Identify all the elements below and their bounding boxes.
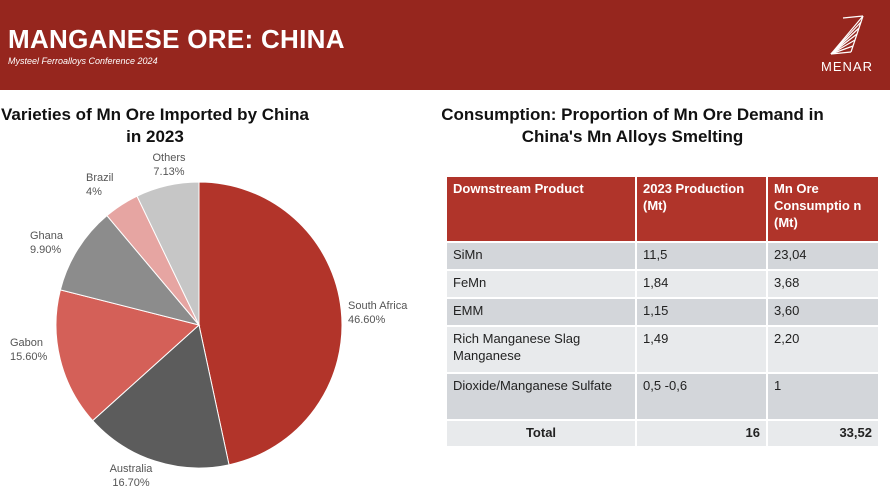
table-cell: 3,60 (766, 297, 880, 327)
table-cell: 23,04 (766, 241, 880, 271)
table-cell: Dioxide/Manganese Sulfate (445, 372, 637, 421)
table-total-row: Total 16 33,52 (445, 419, 880, 448)
pie-label-gabon: Gabon 15.60% (10, 336, 47, 364)
column-header: Mn Ore Consumptio n (Mt) (766, 175, 880, 243)
consumption-table: Downstream Product 2023 Production (Mt) … (445, 175, 880, 448)
column-header: 2023 Production (Mt) (635, 175, 768, 243)
pie-label-name: Brazil (86, 172, 114, 184)
table-cell: SiMn (445, 241, 637, 271)
column-header: Downstream Product (445, 175, 637, 243)
table-cell: 1 (766, 372, 880, 421)
table-cell: EMM (445, 297, 637, 327)
pie-label-value: 15.60% (10, 351, 48, 363)
pie-label-australia: Australia 16.70% (86, 462, 176, 490)
pie-label-ghana: Ghana 9.90% (30, 229, 63, 257)
pie-slice-ghana (59, 214, 201, 326)
pie-label-name: Australia (109, 463, 153, 475)
header-banner: MANGANESE ORE: CHINA Mysteel Ferroalloys… (0, 0, 890, 90)
pie-label-value: 46.60% (348, 314, 386, 326)
total-consumption: 33,52 (766, 419, 880, 448)
pie-label-value: 7.13% (153, 166, 185, 178)
pie-label-brazil: Brazil 4% (86, 171, 114, 199)
pie-slice-south-africa (198, 181, 343, 466)
pie-label-name: Others (152, 152, 186, 164)
pie-slice-gabon (55, 289, 201, 422)
page-title: MANGANESE ORE: CHINA (8, 24, 345, 54)
logo-text: MENAR (821, 59, 873, 74)
pie-chart (55, 181, 343, 469)
total-label: Total (445, 419, 637, 448)
pie-slice-australia (91, 324, 230, 469)
table-cell: 2,20 (766, 325, 880, 374)
pie-label-name: South Africa (348, 300, 408, 312)
pie-label-name: Ghana (30, 230, 64, 242)
table-row: Dioxide/Manganese Sulfate 0,5 -0,6 1 (445, 372, 880, 421)
menar-logo: MENAR (815, 14, 879, 78)
pie-label-value: 16.70% (112, 477, 150, 489)
pie-label-others: Others 7.13% (146, 151, 192, 179)
table-cell: 11,5 (635, 241, 768, 271)
table-row: EMM 1,15 3,60 (445, 297, 880, 327)
table-cell: 1,84 (635, 269, 768, 299)
table-cell: 3,68 (766, 269, 880, 299)
total-production: 16 (635, 419, 768, 448)
pie-chart-title: Varieties of Mn Ore Imported by China in… (1, 105, 309, 146)
pie-label-value: 4% (86, 186, 102, 198)
table-cell: 1,49 (635, 325, 768, 374)
menar-logo-icon (830, 15, 864, 55)
table-row: FeMn 1,84 3,68 (445, 269, 880, 299)
pie-slice-others (136, 181, 200, 326)
pie-label-value: 9.90% (30, 244, 62, 256)
pie-label-name: Gabon (10, 337, 44, 349)
pie-label-south-africa: South Africa 46.60% (348, 299, 407, 327)
table-title: Consumption: Proportion of Mn Ore Demand… (441, 105, 824, 146)
table-row: SiMn 11,5 23,04 (445, 241, 880, 271)
table-row: Rich Manganese Slag Manganese 1,49 2,20 (445, 325, 880, 374)
table-header-row: Downstream Product 2023 Production (Mt) … (445, 175, 880, 243)
table-cell: 0,5 -0,6 (635, 372, 768, 421)
table-cell: 1,15 (635, 297, 768, 327)
table-cell: FeMn (445, 269, 637, 299)
conference-subtitle: Mysteel Ferroalloys Conference 2024 (8, 56, 158, 66)
table-cell: Rich Manganese Slag Manganese (445, 325, 637, 374)
